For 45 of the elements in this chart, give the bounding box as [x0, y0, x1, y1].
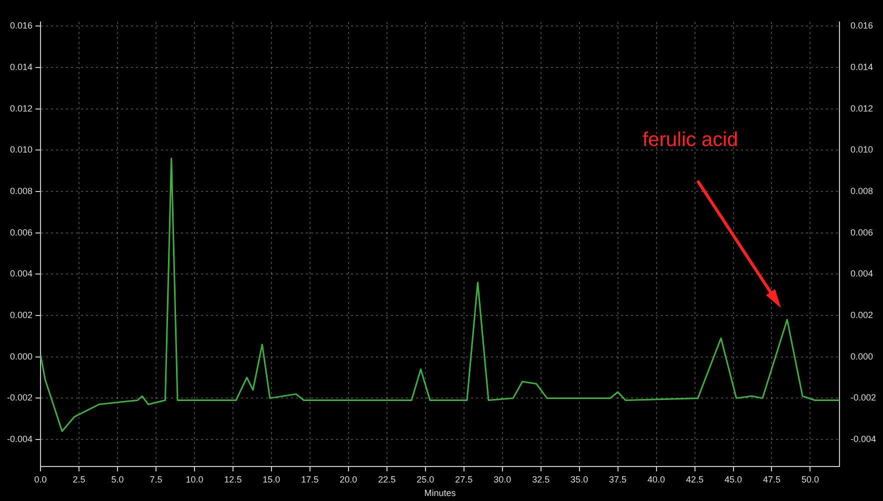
y2-tick-label: 0.012 — [850, 103, 874, 114]
x-tick-label: 47.5 — [762, 474, 781, 484]
annotation: ferulic acid — [642, 128, 738, 151]
x-tick-label: 37.5 — [609, 474, 627, 484]
y2-tick-label: 0.006 — [850, 227, 874, 238]
x-tick-label: 17.5 — [301, 474, 319, 484]
y-tick-label: -0.004 — [6, 434, 33, 444]
x-tick-label: 0.0 — [34, 474, 47, 484]
x-tick-label: 5.0 — [111, 474, 124, 484]
y2-tick-label: 0.002 — [850, 310, 874, 320]
x-tick-label: 25.0 — [416, 474, 434, 484]
x-tick-label: 22.5 — [378, 474, 396, 484]
y-tick-label: 0.012 — [10, 103, 33, 114]
y-tick-label: 0.004 — [10, 268, 33, 279]
y2-tick-label: -0.002 — [850, 392, 876, 403]
x-tick-label: 15.0 — [262, 474, 280, 484]
x-tick-label: 27.5 — [455, 474, 473, 484]
x-tick-label: 35.0 — [570, 474, 588, 484]
y2-tick-label: 0.016 — [850, 20, 874, 31]
x-tick-label: 45.0 — [724, 474, 742, 484]
y-tick-label: 0.006 — [10, 227, 33, 238]
x-tick-label: 20.0 — [340, 474, 358, 484]
y2-tick-label: -0.004 — [850, 434, 876, 444]
x-tick-label: 2.5 — [72, 474, 86, 484]
y-tick-label: 0.016 — [10, 20, 33, 31]
y2-tick-label: 0.010 — [850, 144, 874, 155]
y2-tick-label: 0.014 — [850, 62, 874, 72]
y-tick-label: 0.010 — [10, 144, 33, 155]
x-tick-label: 12.5 — [224, 474, 242, 484]
x-tick-label: 32.5 — [532, 474, 550, 484]
y-tick-label: 0.014 — [10, 62, 33, 72]
y-tick-label: 0.002 — [10, 310, 33, 320]
x-tick-label: 42.5 — [686, 474, 704, 484]
x-axis-title: Minutes — [424, 488, 456, 498]
x-tick-label: 10.0 — [186, 474, 204, 484]
x-tick-label: 7.5 — [150, 474, 162, 484]
y-tick-label: -0.002 — [6, 392, 33, 403]
y2-tick-label: 0.004 — [850, 268, 874, 279]
y2-tick-label: 0.008 — [850, 186, 874, 196]
y-tick-label: 0.008 — [10, 186, 33, 196]
x-tick-label: 40.0 — [648, 474, 666, 484]
y-tick-label: 0.000 — [10, 351, 33, 362]
y2-tick-label: 0.000 — [850, 351, 874, 362]
x-tick-label: 30.0 — [494, 474, 512, 484]
x-tick-label: 50.0 — [801, 474, 819, 484]
